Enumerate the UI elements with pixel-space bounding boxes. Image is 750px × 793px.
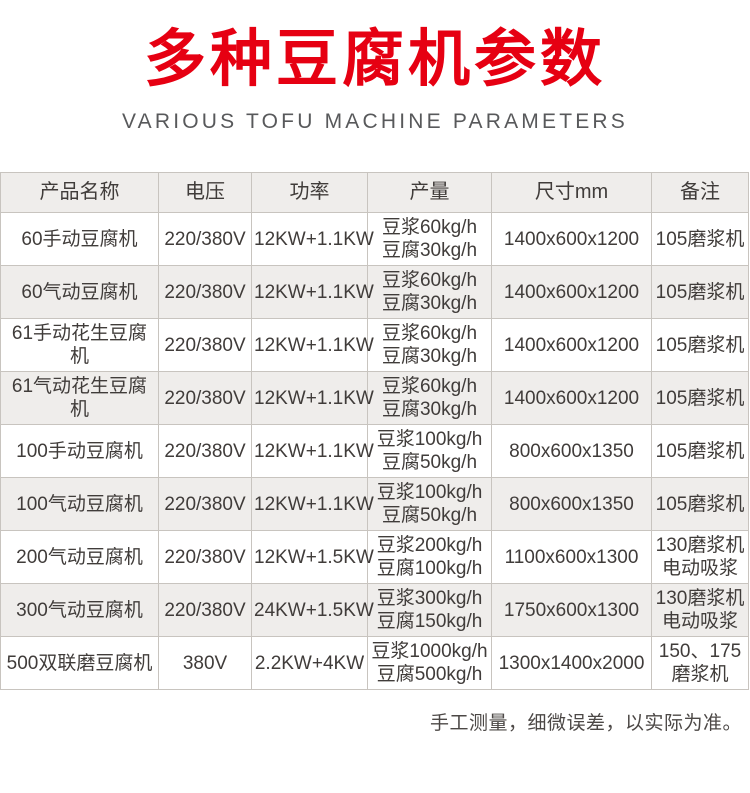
table-cell: 1400x600x1200 (491, 265, 652, 320)
table-cell: 1400x600x1200 (491, 212, 652, 267)
column-header-voltage: 电压 (158, 172, 252, 214)
table-cell: 130磨浆机 电动吸浆 (651, 583, 749, 638)
table-cell: 12KW+1.1KW (251, 318, 374, 373)
table-cell: 200气动豆腐机 (0, 530, 159, 585)
table-cell: 220/380V (158, 318, 252, 373)
table-cell: 1400x600x1200 (491, 318, 652, 373)
table-cell: 豆浆200kg/h 豆腐100kg/h (367, 530, 492, 585)
page-title: 多种豆腐机参数 (143, 26, 606, 94)
table-cell: 220/380V (158, 371, 252, 426)
table-cell: 150、175 磨浆机 (651, 636, 749, 691)
table-cell: 12KW+1.1KW (251, 477, 374, 532)
table-body: 60手动豆腐机 220/380V 12KW+1.1KW 豆浆60kg/h 豆腐30kg/… (0, 212, 749, 691)
table-cell: 12KW+1.5KW (251, 530, 374, 585)
table-cell: 12KW+1.1KW (251, 265, 374, 320)
table-cell: 380V (158, 636, 252, 691)
table-row: 61气动花生豆腐机 220/380V 12KW+1.1KW 豆浆60kg/h 豆腐30k… (0, 371, 749, 426)
table-cell: 105磨浆机 (651, 318, 749, 373)
table-cell: 220/380V (158, 265, 252, 320)
table-row: 60气动豆腐机 220/380V 12KW+1.1KW 豆浆60kg/h 豆腐30kg/… (0, 265, 749, 320)
table-row: 300气动豆腐机 220/380V 24KW+1.5KW 豆浆300kg/h 豆腐150… (0, 583, 749, 638)
table-row: 60手动豆腐机 220/380V 12KW+1.1KW 豆浆60kg/h 豆腐30kg/… (0, 212, 749, 267)
table-cell: 豆浆100kg/h 豆腐50kg/h (367, 424, 492, 479)
table-cell: 130磨浆机 电动吸浆 (651, 530, 749, 585)
table-cell: 800x600x1350 (491, 424, 652, 479)
table-cell: 61气动花生豆腐机 (0, 371, 159, 426)
table-cell: 105磨浆机 (651, 477, 749, 532)
table-cell: 220/380V (158, 530, 252, 585)
table-cell: 1400x600x1200 (491, 371, 652, 426)
table-cell: 61手动花生豆腐机 (0, 318, 159, 373)
footnote: 手工测量，细微误差，以实际为准。 (429, 713, 742, 735)
table-row: 100手动豆腐机 220/380V 12KW+1.1KW 豆浆100kg/h 豆腐50k… (0, 424, 749, 479)
table-header-row: 产品名称 电压 功率 产量 尺寸mm 备注 (0, 172, 749, 214)
table-cell: 300气动豆腐机 (0, 583, 159, 638)
column-header-product-name: 产品名称 (0, 172, 159, 214)
table-cell: 1300x1400x2000 (491, 636, 652, 691)
table-cell: 105磨浆机 (651, 371, 749, 426)
table-cell: 105磨浆机 (651, 265, 749, 320)
table-cell: 100手动豆腐机 (0, 424, 159, 479)
table-cell: 60气动豆腐机 (0, 265, 159, 320)
table-cell: 60手动豆腐机 (0, 212, 159, 267)
table-cell: 豆浆60kg/h 豆腐30kg/h (367, 212, 492, 267)
table-cell: 12KW+1.1KW (251, 371, 374, 426)
table-row: 61手动花生豆腐机 220/380V 12KW+1.1KW 豆浆60kg/h 豆腐30k… (0, 318, 749, 373)
parameters-table: 产品名称 电压 功率 产量 尺寸mm 备注 60手动豆腐机 220/380V 12K… (0, 172, 749, 691)
table-cell: 1750x600x1300 (491, 583, 652, 638)
table-cell: 豆浆60kg/h 豆腐30kg/h (367, 318, 492, 373)
page-subtitle: VARIOUS TOFU MACHINE PARAMETERS (121, 110, 629, 134)
page-header: 多种豆腐机参数 VARIOUS TOFU MACHINE PARAMETERS (0, 0, 750, 134)
table-row: 500双联磨豆腐机 380V 2.2KW+4KW 豆浆1000kg/h 豆腐500kg/… (0, 636, 749, 691)
column-header-remark: 备注 (651, 172, 749, 214)
table-cell: 220/380V (158, 424, 252, 479)
table-cell: 500双联磨豆腐机 (0, 636, 159, 691)
table-cell: 豆浆100kg/h 豆腐50kg/h (367, 477, 492, 532)
table-cell: 豆浆60kg/h 豆腐30kg/h (367, 371, 492, 426)
table-cell: 12KW+1.1KW (251, 212, 374, 267)
table-cell: 220/380V (158, 583, 252, 638)
table-cell: 220/380V (158, 477, 252, 532)
table-cell: 2.2KW+4KW (251, 636, 368, 691)
column-header-output: 产量 (367, 172, 492, 214)
table-cell: 24KW+1.5KW (251, 583, 374, 638)
column-header-power: 功率 (251, 172, 368, 214)
table-cell: 100气动豆腐机 (0, 477, 159, 532)
table-cell: 豆浆300kg/h 豆腐150kg/h (367, 583, 492, 638)
table-row: 100气动豆腐机 220/380V 12KW+1.1KW 豆浆100kg/h 豆腐50k… (0, 477, 749, 532)
column-header-size: 尺寸mm (491, 172, 652, 214)
table-cell: 豆浆60kg/h 豆腐30kg/h (367, 265, 492, 320)
table-cell: 豆浆1000kg/h 豆腐500kg/h (367, 636, 492, 691)
table-cell: 220/380V (158, 212, 252, 267)
table-cell: 800x600x1350 (491, 477, 652, 532)
table-cell: 105磨浆机 (651, 424, 749, 479)
table-cell: 105磨浆机 (651, 212, 749, 267)
table-row: 200气动豆腐机 220/380V 12KW+1.5KW 豆浆200kg/h 豆腐100… (0, 530, 749, 585)
table-cell: 1100x600x1300 (491, 530, 652, 585)
table-cell: 12KW+1.1KW (251, 424, 374, 479)
